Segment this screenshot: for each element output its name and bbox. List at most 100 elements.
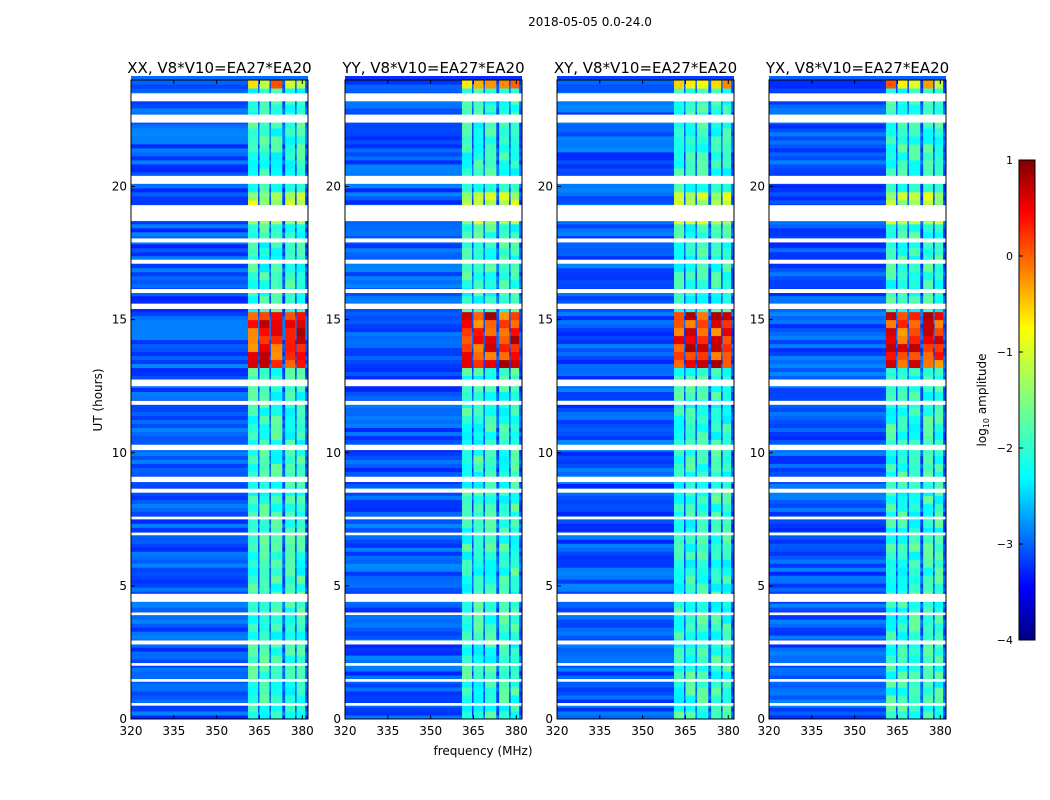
- rfi-band-cell: [473, 559, 484, 568]
- rfi-band-cell: [285, 231, 296, 241]
- rfi-band-cell: [696, 103, 709, 113]
- flagged-band: [557, 476, 734, 483]
- rfi-band-cell: [296, 423, 306, 432]
- rfi-band-cell: [462, 447, 473, 456]
- noise-row: [345, 631, 522, 636]
- noise-row: [131, 603, 308, 608]
- rfi-band-cell: [923, 263, 934, 273]
- rfi-band-cell: [886, 223, 897, 233]
- flagged-band: [345, 703, 522, 706]
- rfi-band-cell: [696, 191, 709, 201]
- rfi-band-cell: [722, 343, 732, 353]
- rfi-band-cell: [908, 335, 921, 345]
- noise-row: [769, 375, 946, 381]
- noise-row: [557, 559, 734, 564]
- rfi-band-cell: [685, 503, 696, 512]
- rfi-band-cell: [473, 631, 484, 640]
- noise-row: [131, 519, 308, 524]
- flagged-band: [345, 400, 522, 405]
- rfi-band-cell: [473, 119, 484, 129]
- noise-row: [769, 483, 946, 488]
- rfi-band-cell: [484, 80, 497, 89]
- noise-row: [345, 339, 522, 345]
- noise-row: [557, 83, 734, 89]
- rfi-band-cell: [696, 335, 709, 345]
- rfi-band-cell: [473, 319, 484, 329]
- rfi-band-cell: [897, 183, 908, 193]
- rfi-band-cell: [897, 343, 908, 353]
- noise-row: [769, 87, 946, 93]
- rfi-band-cell: [923, 631, 934, 640]
- rfi-band-cell: [722, 463, 732, 472]
- flagged-band: [557, 612, 734, 616]
- noise-row: [557, 151, 734, 157]
- rfi-band-cell: [886, 183, 897, 193]
- rfi-band-cell: [499, 351, 510, 361]
- noise-row: [131, 171, 308, 177]
- rfi-band-cell: [462, 647, 473, 656]
- rfi-band-cell: [674, 679, 685, 688]
- noise-row: [131, 431, 308, 436]
- noise-row: [131, 371, 308, 377]
- rfi-band-cell: [296, 295, 306, 305]
- rfi-band-cell: [674, 431, 685, 440]
- rfi-band-cell: [285, 519, 296, 528]
- rfi-band-cell: [259, 511, 270, 520]
- x-tick-label: 365: [248, 724, 271, 738]
- rfi-band-cell: [696, 423, 709, 432]
- rfi-band-cell: [296, 327, 306, 337]
- rfi-band-cell: [473, 327, 484, 337]
- rfi-band-cell: [296, 455, 306, 464]
- noise-row: [345, 135, 522, 141]
- rfi-band-cell: [722, 527, 732, 536]
- rfi-band-cell: [685, 583, 696, 592]
- rfi-band-cell: [711, 183, 722, 193]
- rfi-band-cell: [473, 647, 484, 656]
- rfi-band-cell: [484, 87, 497, 97]
- noise-row: [769, 583, 946, 588]
- rfi-band-cell: [897, 623, 908, 632]
- rfi-band-cell: [270, 439, 283, 448]
- rfi-band-cell: [685, 191, 696, 201]
- rfi-band-cell: [499, 311, 510, 321]
- noise-row: [345, 539, 522, 544]
- rfi-band-cell: [923, 383, 934, 393]
- noise-row: [345, 495, 522, 500]
- rfi-band-cell: [473, 271, 484, 281]
- rfi-band-cell: [934, 271, 944, 281]
- rfi-band-cell: [674, 87, 685, 97]
- rfi-band-cell: [685, 127, 696, 137]
- rfi-band-cell: [674, 439, 685, 448]
- rfi-band-cell: [248, 311, 259, 321]
- flagged-band: [769, 640, 946, 645]
- rfi-band-cell: [510, 647, 520, 656]
- rfi-band-cell: [674, 415, 685, 424]
- rfi-band-cell: [908, 239, 921, 249]
- rfi-band-cell: [285, 159, 296, 169]
- rfi-band-cell: [484, 583, 497, 592]
- rfi-band-cell: [510, 199, 520, 209]
- rfi-band-cell: [499, 695, 510, 704]
- rfi-band-cell: [285, 183, 296, 193]
- rfi-band-cell: [685, 359, 696, 369]
- rfi-band-cell: [934, 543, 944, 552]
- rfi-band-cell: [510, 687, 520, 696]
- rfi-band-cell: [259, 447, 270, 456]
- rfi-band-cell: [296, 391, 306, 400]
- y-tick-label: 0: [545, 712, 553, 726]
- colorbar-label: log10 amplitude: [975, 354, 991, 447]
- rfi-band-cell: [696, 343, 709, 353]
- rfi-band-cell: [685, 495, 696, 504]
- rfi-band-cell: [462, 703, 473, 712]
- rfi-band-cell: [722, 87, 732, 97]
- rfi-band-cell: [897, 159, 908, 169]
- flagged-band: [769, 114, 946, 123]
- rfi-band-cell: [722, 431, 732, 440]
- rfi-band-cell: [696, 671, 709, 680]
- rfi-band-cell: [886, 143, 897, 153]
- rfi-band-cell: [711, 263, 722, 273]
- rfi-band-cell: [711, 80, 722, 89]
- noise-row: [769, 131, 946, 137]
- rfi-band-cell: [674, 263, 685, 273]
- noise-row: [131, 87, 308, 93]
